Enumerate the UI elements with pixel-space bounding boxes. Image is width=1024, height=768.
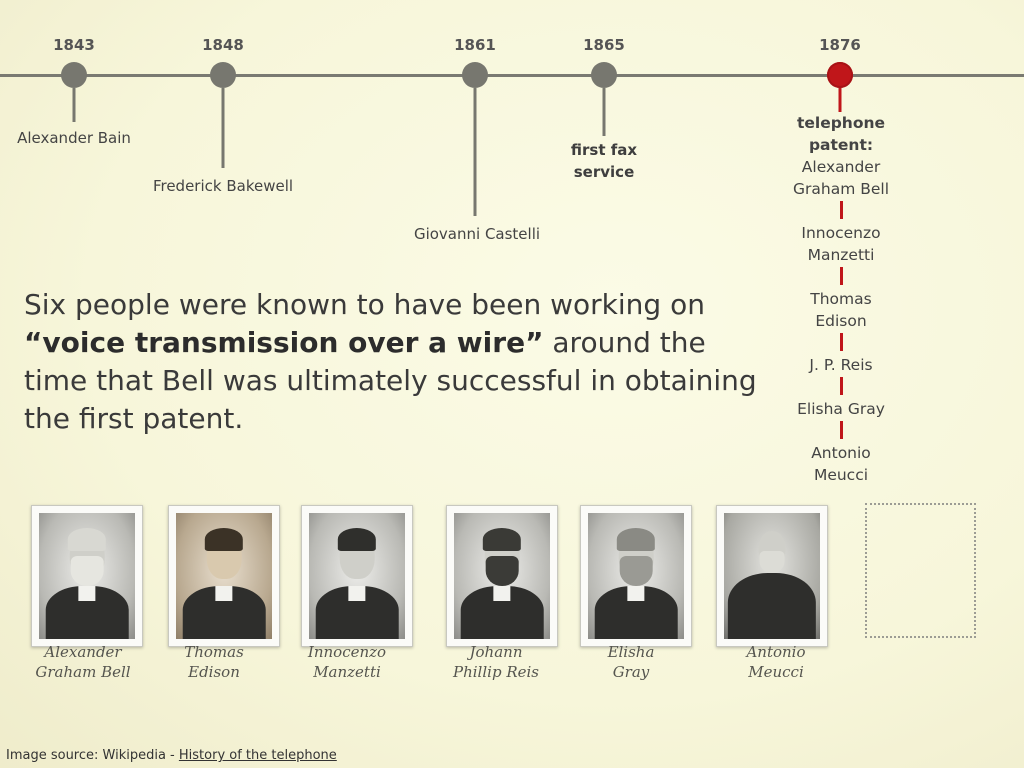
portrait-manzetti xyxy=(301,505,413,647)
event-label-bakewell: Frederick Bakewell xyxy=(152,177,294,195)
year-1848: 1848 xyxy=(202,36,244,54)
inventor-stack: telephone patent: Alexander Graham Bell … xyxy=(771,112,911,486)
portrait-meucci xyxy=(716,505,828,647)
signature-edison: Thomas Edison xyxy=(154,642,274,682)
portrait-reis xyxy=(446,505,558,647)
signature-line2: Phillip Reis xyxy=(453,663,539,681)
inventor-separator xyxy=(839,267,843,285)
portrait-photo xyxy=(39,513,135,639)
year-1876: 1876 xyxy=(819,36,861,54)
empty-portrait-placeholder xyxy=(865,503,976,638)
signature-line1: Antonio xyxy=(746,643,806,661)
event-label-castelli: Giovanni Castelli xyxy=(413,225,541,243)
signature-meucci: Antonio Meucci xyxy=(716,642,836,682)
timeline-stem-1876 xyxy=(838,88,842,112)
portrait-photo xyxy=(454,513,550,639)
signature-line1: Elisha xyxy=(607,643,655,661)
year-1843: 1843 xyxy=(53,36,95,54)
timeline-dot-1848 xyxy=(210,62,236,88)
portrait-bell xyxy=(31,505,143,647)
timeline-stem-1843 xyxy=(72,88,76,122)
inventor-manzetti-line2: Manzetti xyxy=(807,246,875,264)
signature-line1: Johann xyxy=(469,643,523,661)
main-text-part1: Six people were known to have been worki… xyxy=(24,288,705,321)
signature-line2: Manzetti xyxy=(313,663,381,681)
timeline-dot-1843 xyxy=(61,62,87,88)
signature-line2: Gray xyxy=(612,663,650,681)
year-1865: 1865 xyxy=(583,36,625,54)
inventor-reis: J. P. Reis xyxy=(809,356,873,374)
signature-line1: Alexander xyxy=(44,643,122,661)
signature-line2: Edison xyxy=(188,663,240,681)
fax-label-line2: service xyxy=(573,163,635,181)
image-source-footer: Image source: Wikipedia - History of the… xyxy=(6,748,337,763)
portrait-photo xyxy=(309,513,405,639)
portrait-photo xyxy=(724,513,820,639)
signature-line1: Innocenzo xyxy=(307,643,387,661)
patent-line1: telephone xyxy=(796,114,886,132)
main-text-bold: “voice transmission over a wire” xyxy=(24,326,544,359)
inventor-meucci-line2: Meucci xyxy=(813,466,869,484)
main-text-part2: around the time that Bell was ultimately… xyxy=(24,326,757,435)
inventor-separator xyxy=(839,333,843,351)
patent-line4: Graham Bell xyxy=(792,180,889,198)
timeline-stem-1848 xyxy=(221,88,225,168)
fax-label-line1: first fax xyxy=(570,141,638,159)
inventor-separator xyxy=(839,377,843,395)
patent-line2: patent: xyxy=(808,136,874,154)
signature-manzetti: Innocenzo Manzetti xyxy=(287,642,407,682)
signature-line1: Thomas xyxy=(184,643,244,661)
event-label-bain: Alexander Bain xyxy=(17,129,131,147)
inventor-separator xyxy=(839,201,843,219)
timeline-dot-1861 xyxy=(462,62,488,88)
inventor-separator xyxy=(839,421,843,439)
main-statement: Six people were known to have been worki… xyxy=(24,286,764,438)
timeline-stem-1861 xyxy=(473,88,477,216)
inventor-edison-line2: Edison xyxy=(815,312,867,330)
portrait-edison xyxy=(168,505,280,647)
signature-bell: Alexander Graham Bell xyxy=(23,642,143,682)
signature-line2: Meucci xyxy=(748,663,804,681)
signature-line2: Graham Bell xyxy=(35,663,131,681)
footer-prefix: Image source: Wikipedia - xyxy=(6,748,179,763)
inventor-gray: Elisha Gray xyxy=(797,400,885,418)
portrait-photo xyxy=(176,513,272,639)
timeline-dot-1876 xyxy=(827,62,853,88)
portrait-gray xyxy=(580,505,692,647)
patent-line3: Alexander xyxy=(801,158,881,176)
signature-gray: Elisha Gray xyxy=(571,642,691,682)
year-1861: 1861 xyxy=(454,36,496,54)
event-label-fax: first fax service xyxy=(571,139,637,183)
timeline-line xyxy=(0,74,1024,77)
inventor-edison-line1: Thomas xyxy=(810,290,872,308)
history-of-telephone-link[interactable]: History of the telephone xyxy=(178,748,337,763)
signature-reis: Johann Phillip Reis xyxy=(436,642,556,682)
inventor-meucci-line1: Antonio xyxy=(811,444,871,462)
timeline-stem-1865 xyxy=(602,88,606,136)
inventor-manzetti-line1: Innocenzo xyxy=(801,224,881,242)
portrait-photo xyxy=(588,513,684,639)
timeline-dot-1865 xyxy=(591,62,617,88)
